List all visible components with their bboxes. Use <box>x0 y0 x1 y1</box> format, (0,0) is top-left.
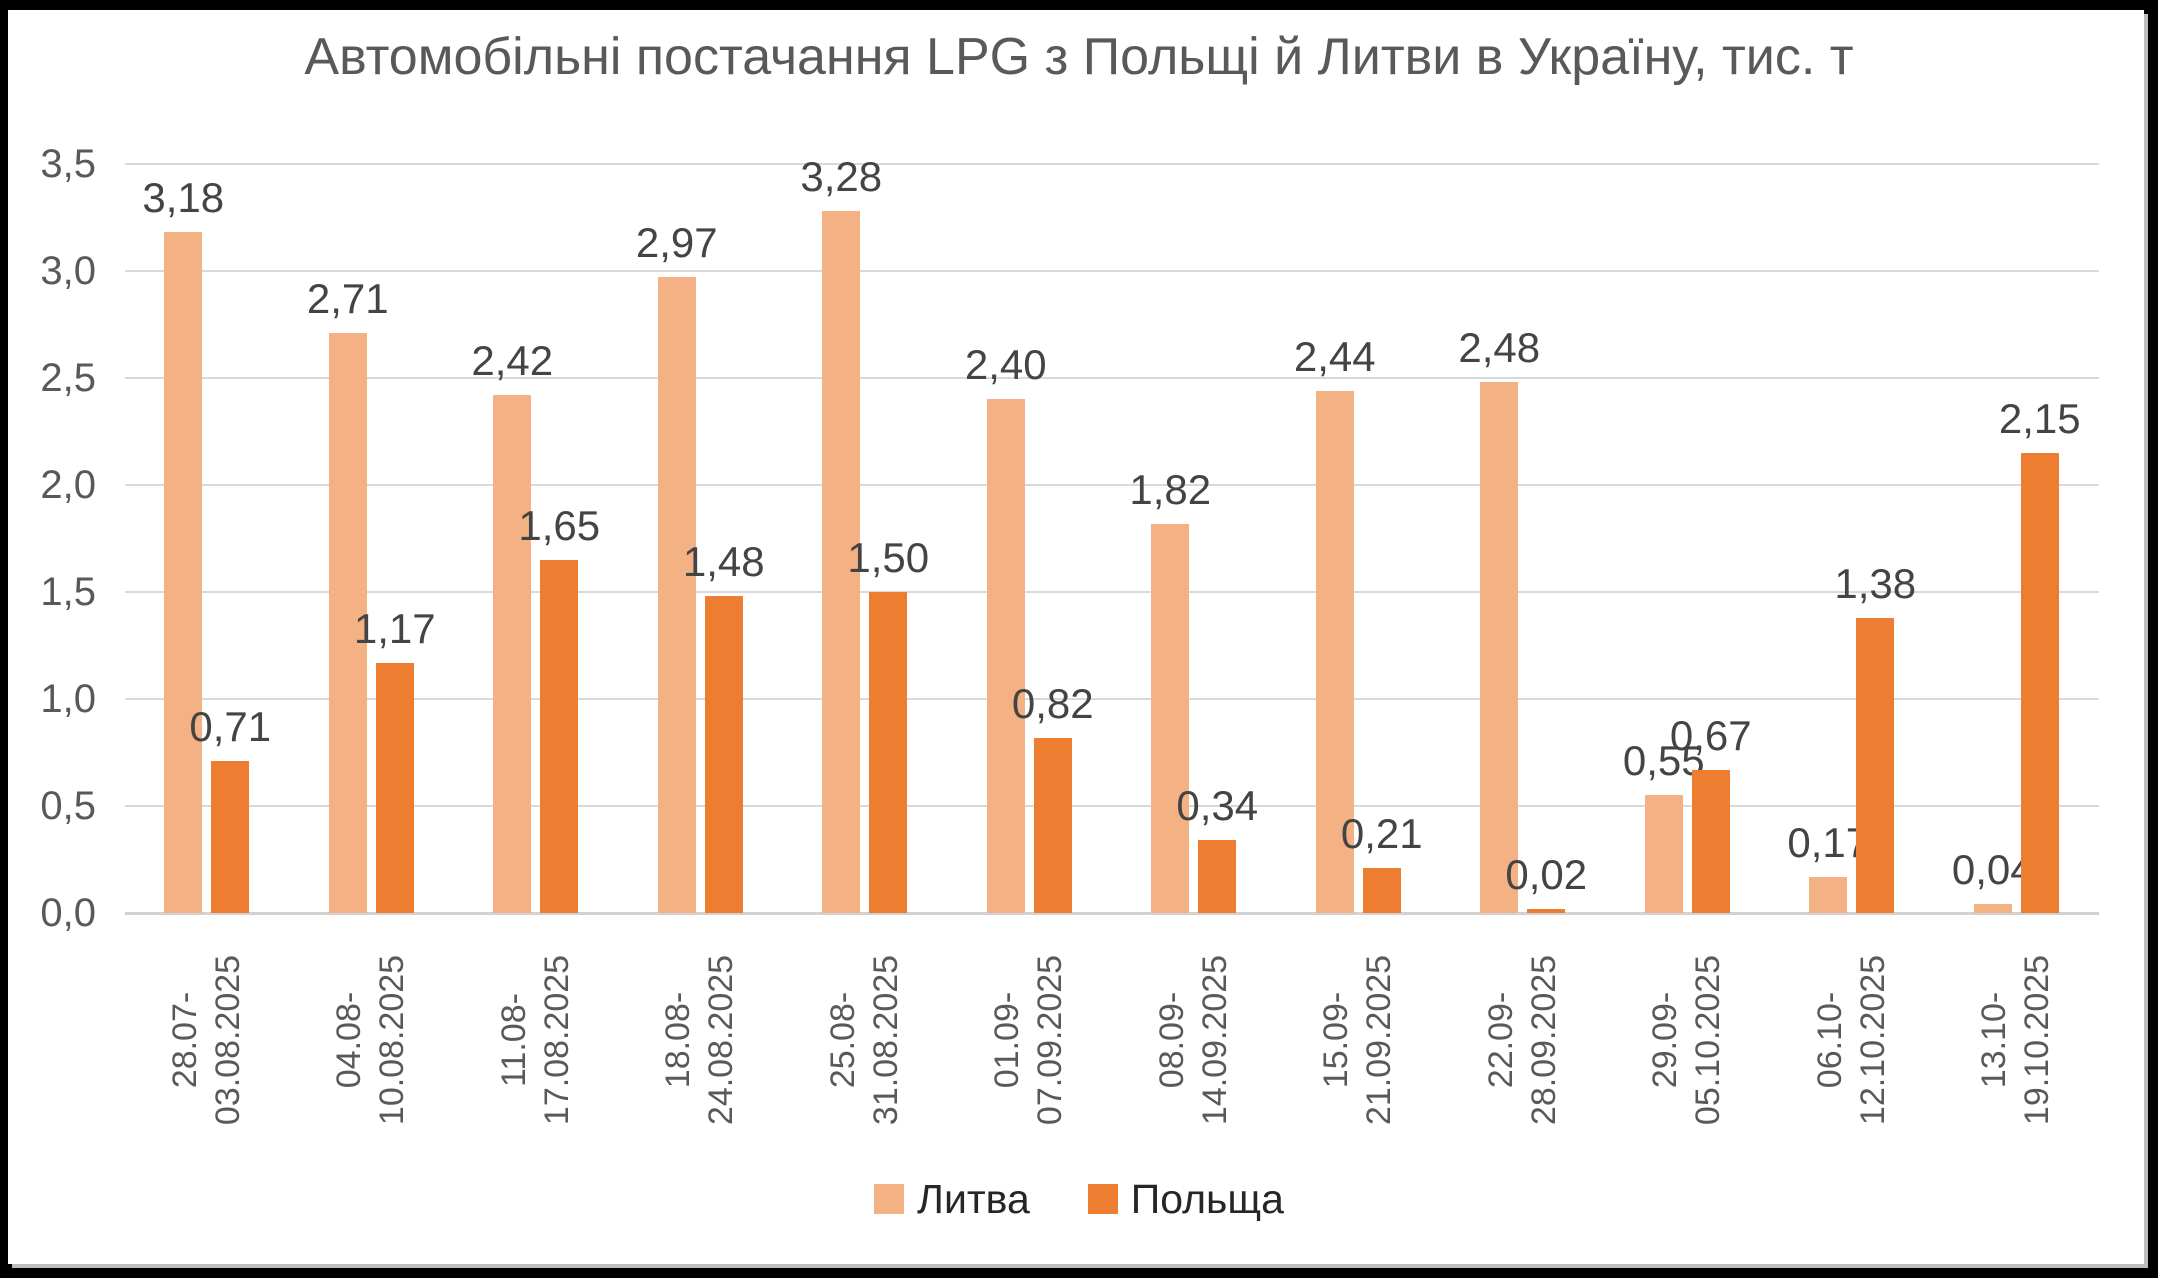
gridline <box>124 270 2099 272</box>
y-tick-label: 3,5 <box>40 142 96 186</box>
bar-Литва-2 <box>493 395 532 913</box>
value-label: 1,38 <box>1834 559 1917 607</box>
bar-Литва-5 <box>986 399 1025 913</box>
bar-Польща-0 <box>211 761 250 913</box>
bar-Польща-9 <box>1691 769 1730 913</box>
x-axis-label: 06.10- 12.10.2025 <box>1810 954 1892 1126</box>
legend: Литва Польща <box>0 1176 2158 1222</box>
value-label: 1,50 <box>847 534 930 581</box>
x-axis-label: 18.08- 24.08.2025 <box>659 954 741 1126</box>
y-tick-label: 3,0 <box>40 249 96 293</box>
legend-label: Литва <box>917 1176 1030 1222</box>
x-axis-line <box>124 912 2099 915</box>
bar-Польща-5 <box>1033 737 1072 913</box>
bar-Польща-1 <box>375 662 414 913</box>
value-label: 0,67 <box>1669 711 1752 759</box>
value-label: 3,18 <box>142 174 225 222</box>
gridline <box>124 591 2099 593</box>
bar-Польща-7 <box>1362 868 1401 913</box>
bar-Польща-3 <box>704 596 743 913</box>
bar-Литва-1 <box>328 333 367 913</box>
y-tick-label: 2,0 <box>40 463 96 507</box>
y-tick-label: 1,0 <box>40 677 96 721</box>
value-label: 1,65 <box>518 501 601 549</box>
bar-Польща-4 <box>869 592 908 913</box>
value-label: 0,34 <box>1176 782 1259 830</box>
bar-Польща-11 <box>2020 452 2059 913</box>
bar-Литва-11 <box>1973 904 2012 913</box>
bar-Польща-6 <box>1198 840 1237 913</box>
value-label: 3,28 <box>800 153 883 201</box>
value-label: 2,97 <box>635 219 718 267</box>
bar-Литва-0 <box>164 232 203 913</box>
chart-title: Автомобільні постачання LPG з Польщі й Л… <box>304 28 1854 86</box>
x-axis-label: 04.08- 10.08.2025 <box>330 954 412 1126</box>
y-tick-label: 0,5 <box>40 784 96 828</box>
legend-item-Литва: Литва <box>874 1176 1030 1222</box>
x-axis-label: 29.09- 05.10.2025 <box>1646 954 1728 1126</box>
bar-Литва-8 <box>1480 382 1519 913</box>
x-axis-label: 25.08- 31.08.2025 <box>823 954 905 1126</box>
value-label: 0,21 <box>1340 810 1423 858</box>
bar-Польща-8 <box>1527 908 1566 913</box>
gridline <box>124 377 2099 379</box>
value-label: 2,15 <box>1998 394 2081 442</box>
bar-Литва-4 <box>822 211 861 913</box>
value-label: 0,02 <box>1505 850 1588 898</box>
value-label: 1,17 <box>353 604 436 652</box>
value-label: 2,48 <box>1458 324 1541 372</box>
x-axis-label: 22.09- 28.09.2025 <box>1481 954 1563 1126</box>
legend-swatch <box>1087 1184 1118 1214</box>
value-label: 2,44 <box>1293 332 1376 380</box>
gridline <box>124 698 2099 700</box>
bar-Литва-10 <box>1809 876 1848 913</box>
value-label: 0,04 <box>1951 846 2034 894</box>
value-label: 0,82 <box>1011 679 1094 727</box>
value-label: 1,82 <box>1129 465 1212 513</box>
bar-Литва-9 <box>1644 795 1683 913</box>
bar-Литва-6 <box>1151 523 1190 913</box>
gridline <box>124 484 2099 486</box>
value-label: 0,55 <box>1622 737 1705 785</box>
y-tick-label: 2,5 <box>40 356 96 400</box>
value-label: 2,42 <box>471 337 554 385</box>
legend-item-Польща: Польща <box>1087 1176 1284 1222</box>
y-tick-label: 1,5 <box>40 570 96 614</box>
x-axis-label: 11.08- 17.08.2025 <box>494 954 576 1126</box>
bar-Литва-3 <box>657 277 696 913</box>
value-label: 1,48 <box>682 538 765 586</box>
y-tick-label: 0,0 <box>40 891 96 935</box>
value-label: 2,40 <box>964 341 1047 389</box>
x-axis-label: 08.09- 14.09.2025 <box>1152 954 1234 1126</box>
value-label: 0,71 <box>189 703 272 751</box>
legend-label: Польща <box>1130 1176 1284 1222</box>
x-axis-label: 13.10- 19.10.2025 <box>1975 954 2057 1126</box>
gridline <box>124 805 2099 807</box>
value-label: 0,17 <box>1787 818 1870 866</box>
bar-Польща-10 <box>1856 617 1895 913</box>
x-axis-label: 28.07- 03.08.2025 <box>165 954 247 1126</box>
bar-Польща-2 <box>540 559 579 913</box>
value-label: 2,71 <box>306 275 389 323</box>
x-axis-label: 15.09- 21.09.2025 <box>1317 954 1399 1126</box>
legend-swatch <box>874 1184 905 1214</box>
gridline <box>124 163 2099 165</box>
bar-Литва-7 <box>1315 390 1354 913</box>
x-axis-label: 01.09- 07.09.2025 <box>988 954 1070 1126</box>
